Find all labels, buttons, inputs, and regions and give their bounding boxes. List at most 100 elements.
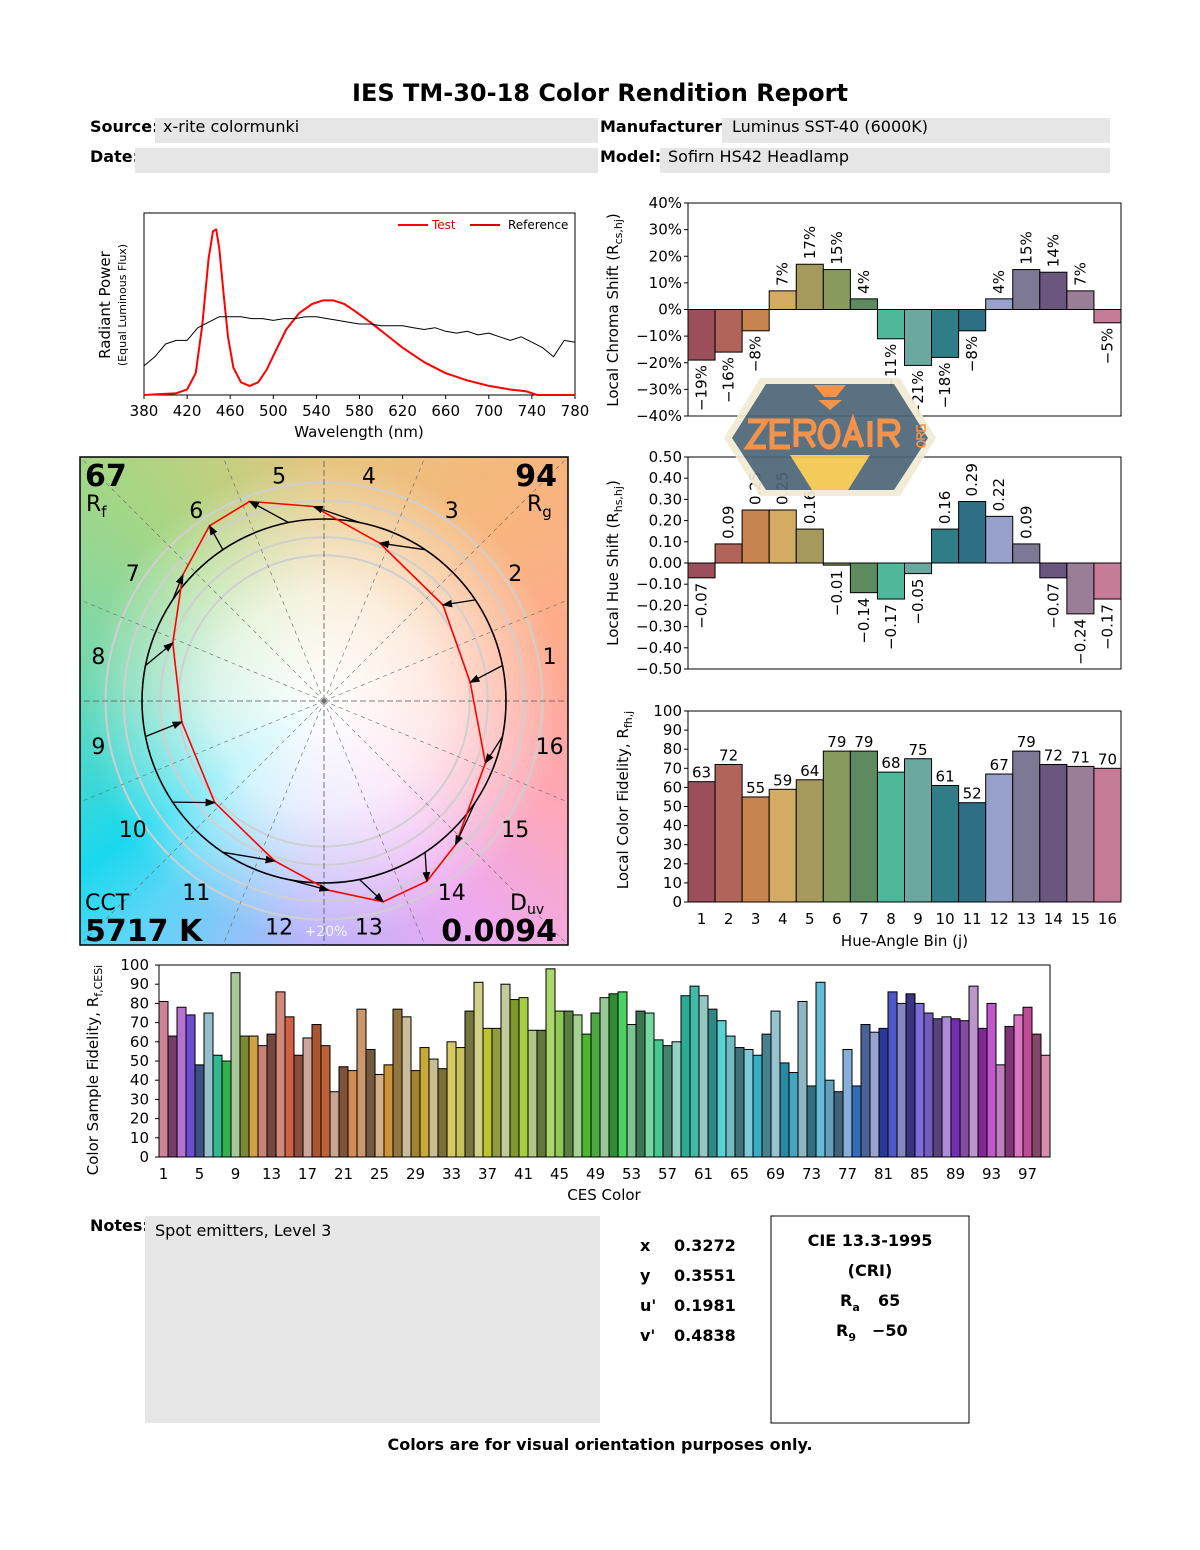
ces-bar-41 bbox=[518, 997, 529, 1158]
bar-value-label: 72 bbox=[719, 746, 738, 764]
bar-value-label: 63 bbox=[692, 764, 711, 782]
ces-bar-3 bbox=[176, 1006, 187, 1158]
x-tick-label: 61 bbox=[694, 1165, 713, 1183]
ces-bar-21 bbox=[338, 1066, 349, 1158]
bin-boundary-line bbox=[323, 700, 568, 803]
ces-bar-34 bbox=[455, 1047, 466, 1158]
ces-bar-78 bbox=[851, 1085, 862, 1158]
hue-bin-arrow-1 bbox=[469, 664, 503, 684]
bar-bin-10 bbox=[931, 784, 960, 903]
bar-bin-2 bbox=[714, 309, 743, 353]
bar-bin-1 bbox=[687, 781, 716, 903]
bin-boundary-line bbox=[80, 700, 325, 803]
ces-bar-52 bbox=[617, 991, 628, 1158]
ces-bar-44 bbox=[545, 968, 556, 1158]
color-vector-graphic: 67 Rf 94 Rg CCT 5717 K Duv 0.0094 +20% 1… bbox=[79, 456, 569, 949]
bar-value-label: −8% bbox=[963, 336, 981, 372]
ces-bar-61 bbox=[698, 995, 709, 1158]
coordinate-value: 0.4838 bbox=[674, 1326, 736, 1345]
ces-bar-38 bbox=[491, 1027, 502, 1158]
y-tick-label: 0 bbox=[139, 1148, 149, 1166]
bar-value-label: 59 bbox=[773, 771, 792, 789]
ces-bar-82 bbox=[887, 991, 898, 1158]
ces-bar-11 bbox=[248, 1035, 259, 1158]
cct-value: 5717 K bbox=[85, 914, 204, 949]
ces-bar-33 bbox=[446, 1041, 457, 1158]
bar-value-label: −0.17 bbox=[1098, 604, 1116, 650]
ces-bar-56 bbox=[653, 1039, 664, 1158]
hue-bin-arrow-5 bbox=[248, 500, 289, 524]
bar-bin-13 bbox=[1012, 269, 1041, 310]
logo-lettering bbox=[743, 413, 901, 450]
x-tick-label: 77 bbox=[838, 1165, 857, 1183]
bar-value-label: −0.07 bbox=[693, 583, 711, 629]
y-tick-label: 10 bbox=[130, 1129, 149, 1147]
x-tick-label: 81 bbox=[874, 1165, 893, 1183]
y-tick-label: 90 bbox=[663, 721, 682, 739]
ces-bar-39 bbox=[500, 983, 511, 1158]
coordinate-value: 0.3272 bbox=[674, 1236, 736, 1255]
y-tick-label: 40% bbox=[649, 194, 682, 212]
bar-bin-3 bbox=[741, 509, 770, 564]
y-tick-label: −0.10 bbox=[636, 575, 682, 593]
x-tick-label: 5 bbox=[195, 1165, 205, 1183]
bin-boundary-line bbox=[323, 457, 568, 702]
y-axis-label-main: Color Sample Fidelity, R bbox=[84, 997, 102, 1175]
x-tick-label: 13 bbox=[1017, 910, 1036, 928]
bar-bin-8 bbox=[876, 771, 905, 903]
y-axis-label-sub: fh,j bbox=[622, 711, 635, 728]
bar-value-label: −16% bbox=[720, 357, 738, 403]
x-tick-label: 93 bbox=[982, 1165, 1001, 1183]
bar-bin-3 bbox=[741, 309, 770, 332]
y-tick-label: 0.50 bbox=[649, 448, 682, 466]
legend-reference-label: Reference bbox=[508, 218, 568, 232]
notes-value: Spot emitters, Level 3 bbox=[155, 1221, 331, 1240]
bar-bin-14 bbox=[1039, 562, 1068, 579]
bar-bin-4 bbox=[768, 290, 797, 310]
y-axis-label: Local Chroma Shift (Rcs,hj) bbox=[604, 213, 625, 407]
ces-bar-14 bbox=[275, 991, 286, 1158]
hue-bin-arrow-7 bbox=[172, 573, 184, 601]
bar-bin-11 bbox=[958, 309, 987, 332]
bar-bin-8 bbox=[876, 562, 905, 600]
ces-bar-92 bbox=[977, 1027, 988, 1158]
bar-value-label: 0.22 bbox=[990, 478, 1008, 511]
bar-bin-5 bbox=[795, 528, 824, 564]
y-tick-label: 0.30 bbox=[649, 490, 682, 508]
logo-org-lettering bbox=[916, 424, 926, 448]
ces-bar-69 bbox=[770, 1010, 781, 1158]
bin-label-9: 9 bbox=[91, 735, 105, 760]
x-tick-label: 8 bbox=[886, 910, 896, 928]
y-axis-label-main: Local Chroma Shift (R bbox=[604, 244, 622, 406]
bin-boundary-line bbox=[323, 700, 426, 945]
hue-shift-chart: 0.500.400.300.200.100.00−0.10−0.20−0.30−… bbox=[604, 448, 1122, 678]
bar-bin-12 bbox=[985, 773, 1014, 903]
bar-bin-15 bbox=[1066, 562, 1095, 615]
bar-bin-14 bbox=[1039, 763, 1068, 903]
ces-bar-71 bbox=[788, 1072, 799, 1158]
bin-label-16: 16 bbox=[536, 735, 564, 760]
bar-value-label: 75 bbox=[908, 741, 927, 759]
hue-bin-arrow-10 bbox=[172, 798, 217, 807]
ces-bar-43 bbox=[536, 1029, 547, 1158]
bar-value-label: 15% bbox=[1017, 231, 1035, 264]
ces-bar-79 bbox=[860, 1024, 871, 1158]
plot-frame bbox=[143, 212, 576, 396]
hue-bin-arrow-4 bbox=[312, 505, 360, 524]
reference-circle bbox=[141, 518, 507, 884]
y-tick-label: 40 bbox=[130, 1071, 149, 1089]
x-tick-label: 49 bbox=[586, 1165, 605, 1183]
bar-value-label: −0.14 bbox=[855, 598, 873, 644]
y-axis-label-close: ) bbox=[604, 480, 622, 486]
x-tick-label: 1 bbox=[159, 1165, 169, 1183]
coordinate-value: 0.1981 bbox=[674, 1296, 736, 1315]
ces-bar-98 bbox=[1031, 1033, 1042, 1158]
bar-value-label: 0.09 bbox=[720, 506, 738, 539]
x-tick-label: 11 bbox=[963, 910, 982, 928]
ces-bar-28 bbox=[401, 1016, 412, 1158]
y-tick-label: 90 bbox=[130, 975, 149, 993]
y-axis-label-close: ) bbox=[604, 213, 622, 219]
bar-value-label: −0.24 bbox=[1071, 619, 1089, 665]
